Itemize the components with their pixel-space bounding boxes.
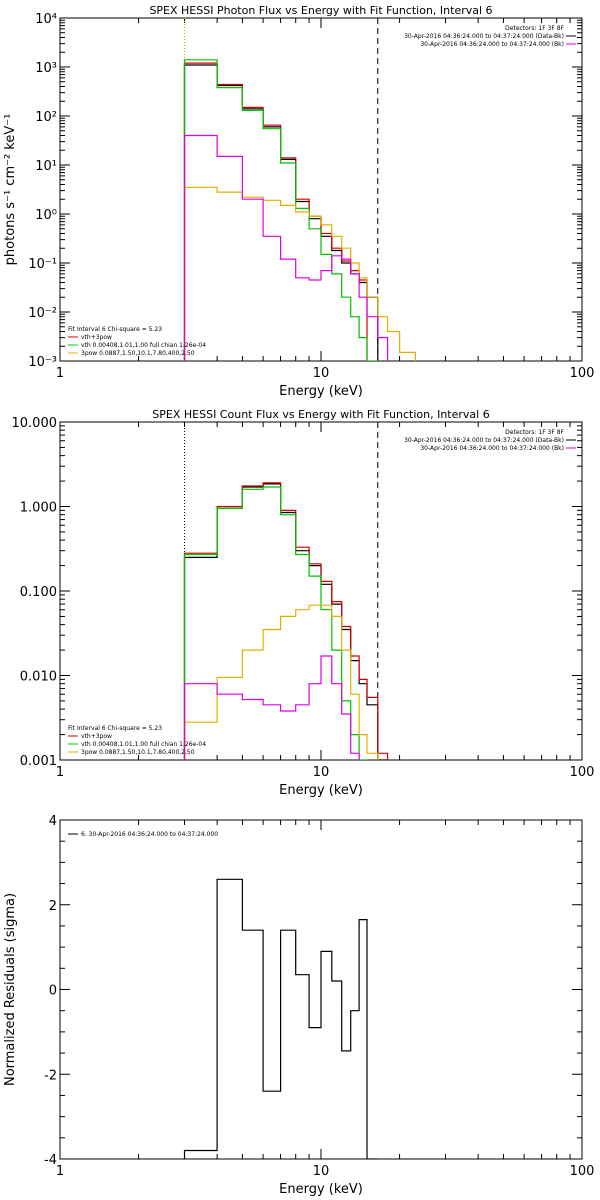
y-tick-label: 1.000 (20, 501, 57, 516)
legend-text: Detectors: 1F 3F 8F (505, 25, 564, 32)
x-axis-label: Energy (keV) (279, 783, 363, 798)
legend-text: vth 0.00408,1.01,1.00 full chian 1.26e-0… (81, 342, 206, 349)
y-tick-label: 0.100 (20, 585, 57, 600)
y-tick-label: 10.000 (12, 416, 58, 431)
legend-text: 30-Apr-2016 04:36:24.000 to 04:37:24.000… (404, 33, 564, 40)
y-tick-label: 10² (35, 110, 57, 125)
legend-text: 3pow 0.0887,1.50,10.1,7.80,400,2.50 (81, 749, 195, 756)
x-axis-label: Energy (keV) (279, 1182, 363, 1197)
series-residuals (183, 878, 379, 1159)
plot-data-area (183, 422, 389, 760)
y-axis-label: photons s⁻¹ cm⁻² keV⁻¹ (3, 114, 18, 266)
y-tick-label: 10³ (35, 61, 57, 76)
x-tick-label: 10 (313, 765, 330, 780)
legend-text: 3pow 0.0887,1.50,10.1,7.80,400,2.50 (81, 350, 195, 357)
x-tick-label: 1 (56, 1164, 64, 1179)
y-tick-label: 10⁴ (35, 12, 57, 27)
y-tick-label: 4 (49, 814, 57, 829)
series-data-bk (183, 483, 389, 760)
series-3pow (183, 186, 416, 361)
x-tick-label: 100 (570, 765, 595, 780)
x-tick-label: 10 (313, 366, 330, 381)
chart-panel-1: SPEX HESSI Photon Flux vs Energy with Fi… (3, 4, 594, 399)
legend-text: vth 0.00408,1.01,1.00 full chian 1.26e-0… (81, 741, 206, 748)
x-tick-label: 100 (570, 1164, 595, 1179)
legend-text: 30-Apr-2016 04:36:24.000 to 04:37:24.000… (420, 445, 564, 452)
x-axis-label: Energy (keV) (279, 384, 363, 399)
y-axis-label: Normalized Residuals (sigma) (3, 893, 18, 1086)
chart-panel-3: 1 10 100 Energy (keV) -4 -2 0 2 4 Normalized Resi… (3, 814, 594, 1197)
y-tick-label: -2 (44, 1068, 57, 1083)
legend-text: 30-Apr-2016 04:36:24.000 to 04:37:24.000… (404, 437, 564, 444)
series-bk (183, 655, 360, 760)
legend-text: 6. 30-Apr-2016 04:36:24.000 to 04:37:24.… (81, 831, 218, 838)
series-vth-3pow (183, 482, 389, 760)
plot-data-area (183, 18, 416, 361)
series-data-bk (183, 64, 379, 361)
legend-text: 30-Apr-2016 04:36:24.000 to 04:37:24.000… (420, 41, 564, 48)
y-tick-label: -4 (44, 1153, 57, 1168)
series-vth (183, 59, 379, 361)
legend-text: Fit Interval 6 Chi-square = 5.23 (68, 725, 162, 732)
series-vth (183, 486, 368, 760)
series-vth-3pow (183, 62, 368, 361)
y-tick-label: 0 (49, 984, 57, 999)
y-tick-label: 10¹ (35, 159, 57, 174)
x-tick-label: 100 (570, 366, 595, 381)
series-bk (183, 134, 389, 361)
legend-text: vth+3pow (81, 733, 112, 740)
plot-frame (59, 17, 583, 362)
legend-text: Detectors: 1F 3F 8F (505, 429, 564, 436)
chart-title: SPEX HESSI Photon Flux vs Energy with Fi… (149, 4, 492, 17)
y-tick-label: 0.010 (20, 670, 57, 685)
plot-data-area (183, 878, 379, 1159)
chart-panel-2: SPEX HESSI Count Flux vs Energy with Fit… (12, 408, 595, 798)
x-tick-label: 1 (56, 366, 64, 381)
legend-text: vth+3pow (81, 334, 112, 341)
y-tick-label: 2 (49, 899, 57, 914)
y-tick-label: 10⁻³ (28, 355, 57, 370)
chart-title: SPEX HESSI Count Flux vs Energy with Fit… (152, 408, 489, 421)
y-tick-label: 10⁰ (35, 208, 57, 223)
legend-text: Fit Interval 6 Chi-square = 5.23 (68, 326, 162, 333)
y-tick-label: 10⁻² (28, 306, 57, 321)
y-tick-label: 10⁻¹ (28, 257, 57, 272)
x-tick-label: 1 (56, 765, 64, 780)
x-tick-label: 10 (313, 1164, 330, 1179)
y-tick-label: 0.001 (20, 754, 57, 769)
series-3pow (183, 604, 379, 760)
